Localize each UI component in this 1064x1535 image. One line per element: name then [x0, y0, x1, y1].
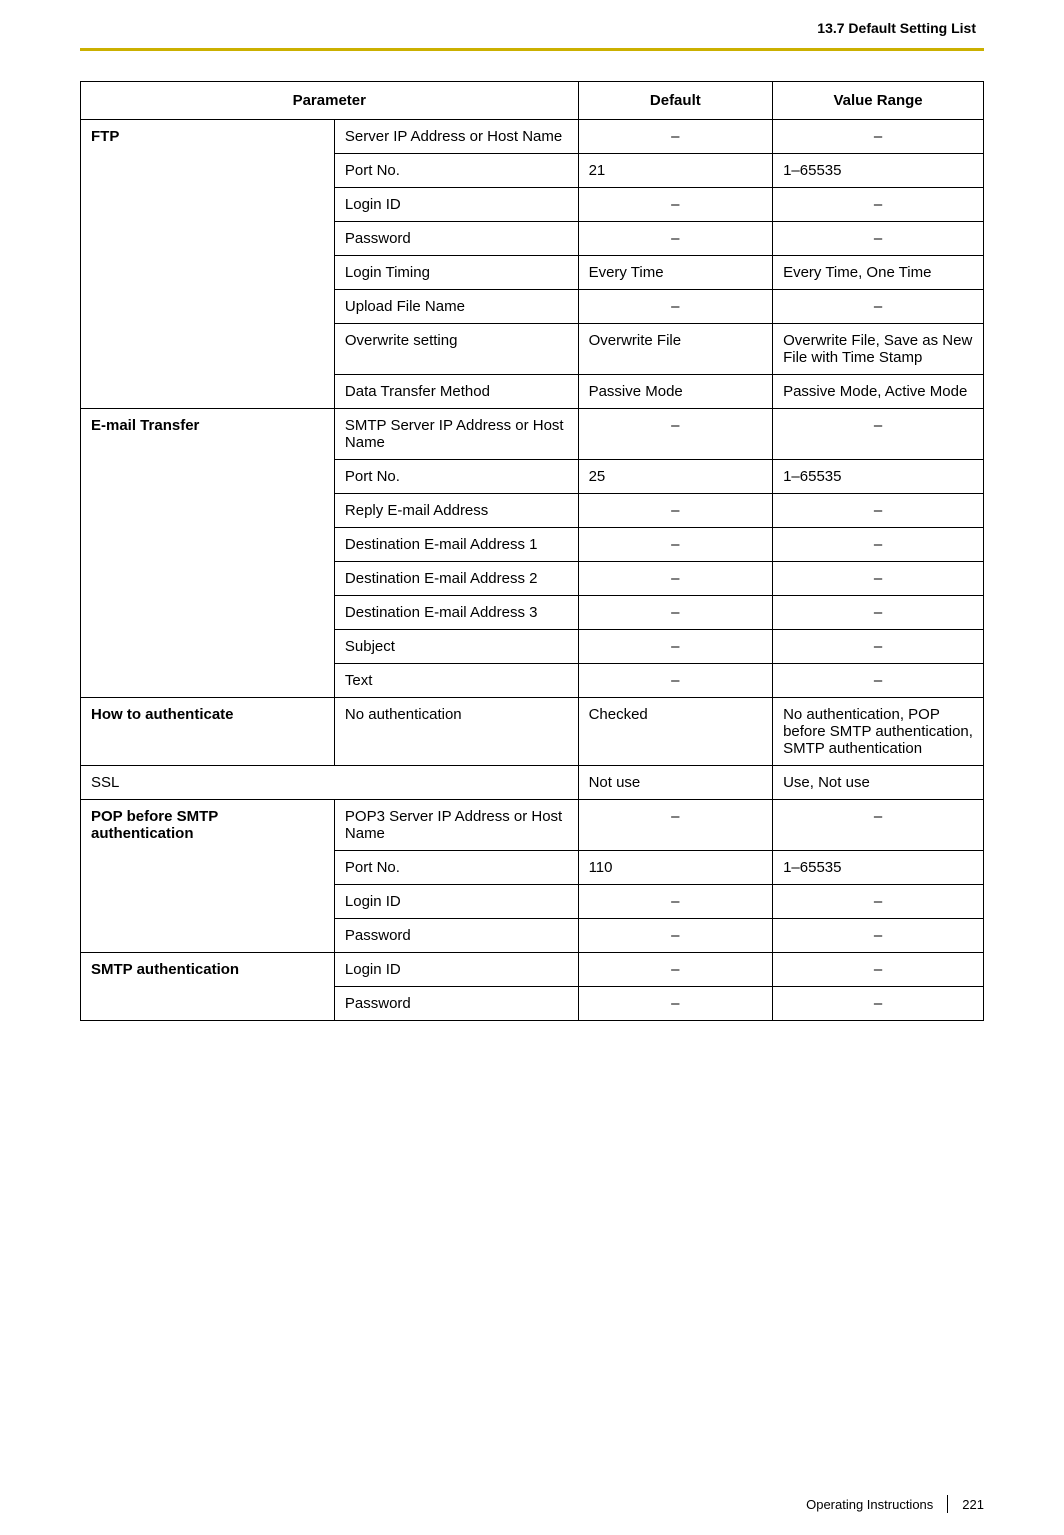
default-cell: –	[578, 528, 773, 562]
table-row: SMTP authenticationLogin ID––	[81, 953, 984, 987]
param-cell: Data Transfer Method	[334, 375, 578, 409]
param-cell: Password	[334, 987, 578, 1021]
param-cell: Subject	[334, 630, 578, 664]
range-cell: –	[773, 562, 984, 596]
default-cell: 25	[578, 460, 773, 494]
param-cell: Password	[334, 222, 578, 256]
table-row: SSLNot useUse, Not use	[81, 766, 984, 800]
range-cell: –	[773, 596, 984, 630]
col-default: Default	[578, 82, 773, 120]
group-name: SMTP authentication	[81, 953, 335, 1021]
group-name: E-mail Transfer	[81, 409, 335, 698]
default-cell: –	[578, 120, 773, 154]
default-cell: –	[578, 630, 773, 664]
range-cell: Every Time, One Time	[773, 256, 984, 290]
param-cell: Login ID	[334, 953, 578, 987]
default-cell: –	[578, 409, 773, 460]
range-cell: 1–65535	[773, 460, 984, 494]
default-cell: –	[578, 562, 773, 596]
param-cell: Destination E-mail Address 3	[334, 596, 578, 630]
range-cell: –	[773, 630, 984, 664]
default-cell: –	[578, 885, 773, 919]
range-cell: –	[773, 885, 984, 919]
range-cell: –	[773, 664, 984, 698]
default-cell: –	[578, 596, 773, 630]
param-cell: Destination E-mail Address 2	[334, 562, 578, 596]
param-cell: Login ID	[334, 188, 578, 222]
page-footer: Operating Instructions 221	[806, 1495, 984, 1513]
default-cell: Every Time	[578, 256, 773, 290]
table-row: FTPServer IP Address or Host Name––	[81, 120, 984, 154]
range-cell: No authentication, POP before SMTP authe…	[773, 698, 984, 766]
table-row: How to authenticateNo authenticationChec…	[81, 698, 984, 766]
default-cell: –	[578, 987, 773, 1021]
col-parameter: Parameter	[81, 82, 579, 120]
range-cell: Overwrite File, Save as New File with Ti…	[773, 324, 984, 375]
param-cell: No authentication	[334, 698, 578, 766]
param-cell: Reply E-mail Address	[334, 494, 578, 528]
range-cell: –	[773, 987, 984, 1021]
group-name: POP before SMTP authentication	[81, 800, 335, 953]
default-cell: –	[578, 919, 773, 953]
default-cell: –	[578, 494, 773, 528]
default-cell: –	[578, 953, 773, 987]
footer-label: Operating Instructions	[806, 1497, 947, 1512]
param-cell: Port No.	[334, 851, 578, 885]
default-cell: –	[578, 800, 773, 851]
group-name: How to authenticate	[81, 698, 335, 766]
default-cell: 110	[578, 851, 773, 885]
range-cell: Use, Not use	[773, 766, 984, 800]
col-range: Value Range	[773, 82, 984, 120]
settings-table: Parameter Default Value Range FTPServer …	[80, 81, 984, 1021]
accent-rule	[80, 48, 984, 51]
table-row: POP before SMTP authenticationPOP3 Serve…	[81, 800, 984, 851]
footer-divider	[947, 1495, 948, 1513]
param-cell: POP3 Server IP Address or Host Name	[334, 800, 578, 851]
param-cell: Port No.	[334, 154, 578, 188]
range-cell: –	[773, 953, 984, 987]
param-cell: Server IP Address or Host Name	[334, 120, 578, 154]
param-cell: Password	[334, 919, 578, 953]
param-cell: SMTP Server IP Address or Host Name	[334, 409, 578, 460]
range-cell: 1–65535	[773, 154, 984, 188]
param-cell: Destination E-mail Address 1	[334, 528, 578, 562]
param-cell: Login ID	[334, 885, 578, 919]
range-cell: –	[773, 528, 984, 562]
range-cell: –	[773, 919, 984, 953]
param-cell: Upload File Name	[334, 290, 578, 324]
default-cell: Not use	[578, 766, 773, 800]
range-cell: –	[773, 290, 984, 324]
default-cell: Checked	[578, 698, 773, 766]
range-cell: –	[773, 409, 984, 460]
range-cell: –	[773, 222, 984, 256]
group-name: SSL	[81, 766, 579, 800]
range-cell: Passive Mode, Active Mode	[773, 375, 984, 409]
default-cell: Overwrite File	[578, 324, 773, 375]
table-header-row: Parameter Default Value Range	[81, 82, 984, 120]
param-cell: Overwrite setting	[334, 324, 578, 375]
section-title: 13.7 Default Setting List	[80, 20, 984, 36]
param-cell: Text	[334, 664, 578, 698]
table-row: E-mail TransferSMTP Server IP Address or…	[81, 409, 984, 460]
group-name: FTP	[81, 120, 335, 409]
default-cell: Passive Mode	[578, 375, 773, 409]
default-cell: –	[578, 188, 773, 222]
default-cell: –	[578, 290, 773, 324]
range-cell: –	[773, 188, 984, 222]
page-number: 221	[962, 1497, 984, 1512]
param-cell: Login Timing	[334, 256, 578, 290]
range-cell: –	[773, 800, 984, 851]
range-cell: –	[773, 120, 984, 154]
default-cell: –	[578, 664, 773, 698]
param-cell: Port No.	[334, 460, 578, 494]
range-cell: –	[773, 494, 984, 528]
range-cell: 1–65535	[773, 851, 984, 885]
default-cell: –	[578, 222, 773, 256]
default-cell: 21	[578, 154, 773, 188]
